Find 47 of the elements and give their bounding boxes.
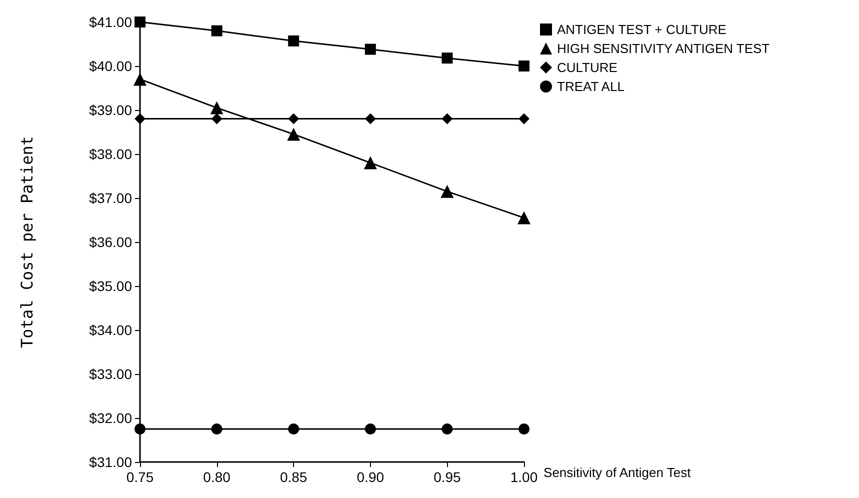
point bbox=[134, 72, 146, 86]
point bbox=[364, 113, 376, 124]
x-tick-label: 0.80 bbox=[203, 469, 231, 485]
point bbox=[134, 113, 146, 124]
point bbox=[288, 424, 300, 434]
point bbox=[134, 424, 146, 434]
y-tick-label: $36.00 bbox=[89, 234, 132, 250]
point bbox=[442, 52, 453, 64]
y-tick-label: $31.00 bbox=[89, 454, 132, 470]
point bbox=[210, 101, 224, 114]
point bbox=[288, 35, 300, 46]
x-tick-label: 0.90 bbox=[356, 469, 384, 485]
legend-label: HIGH SENSITIVITY ANTIGEN TEST bbox=[557, 41, 770, 56]
y-tick-label: $40.00 bbox=[89, 58, 132, 74]
x-tick-label: 1.00 bbox=[510, 469, 538, 485]
point bbox=[287, 128, 300, 141]
point bbox=[440, 184, 454, 198]
y-tick-label: $33.00 bbox=[89, 366, 132, 382]
y-tick-label: $39.00 bbox=[89, 102, 132, 118]
y-tick-label: $34.00 bbox=[89, 322, 132, 338]
point bbox=[211, 113, 222, 124]
legend-label: TREAT ALL bbox=[557, 79, 624, 94]
x-tick-label: 0.75 bbox=[126, 469, 154, 485]
x-axis-title: Sensitivity of Antigen Test bbox=[544, 465, 692, 480]
point bbox=[518, 60, 530, 72]
y-tick-label: $32.00 bbox=[89, 410, 132, 426]
point bbox=[518, 113, 530, 124]
point bbox=[518, 424, 530, 434]
y-tick-label: $38.00 bbox=[89, 146, 132, 162]
y-tick-label: $41.00 bbox=[89, 14, 132, 30]
x-tick-label: 0.85 bbox=[280, 469, 308, 485]
point bbox=[442, 113, 453, 124]
point bbox=[442, 424, 453, 434]
x-tick-label: 0.95 bbox=[434, 469, 462, 485]
point bbox=[211, 424, 222, 434]
point bbox=[364, 424, 376, 434]
point bbox=[364, 44, 376, 55]
legend-label: ANTIGEN TEST + CULTURE bbox=[557, 22, 727, 37]
point bbox=[211, 25, 222, 36]
point bbox=[288, 113, 300, 124]
y-tick-label: $37.00 bbox=[89, 190, 132, 206]
y-tick-label: $35.00 bbox=[89, 278, 132, 294]
point bbox=[134, 16, 146, 28]
legend-label: CULTURE bbox=[557, 60, 618, 75]
point bbox=[364, 156, 377, 170]
point bbox=[518, 211, 530, 224]
y-axis-title: Total Cost per Patient bbox=[18, 136, 36, 348]
